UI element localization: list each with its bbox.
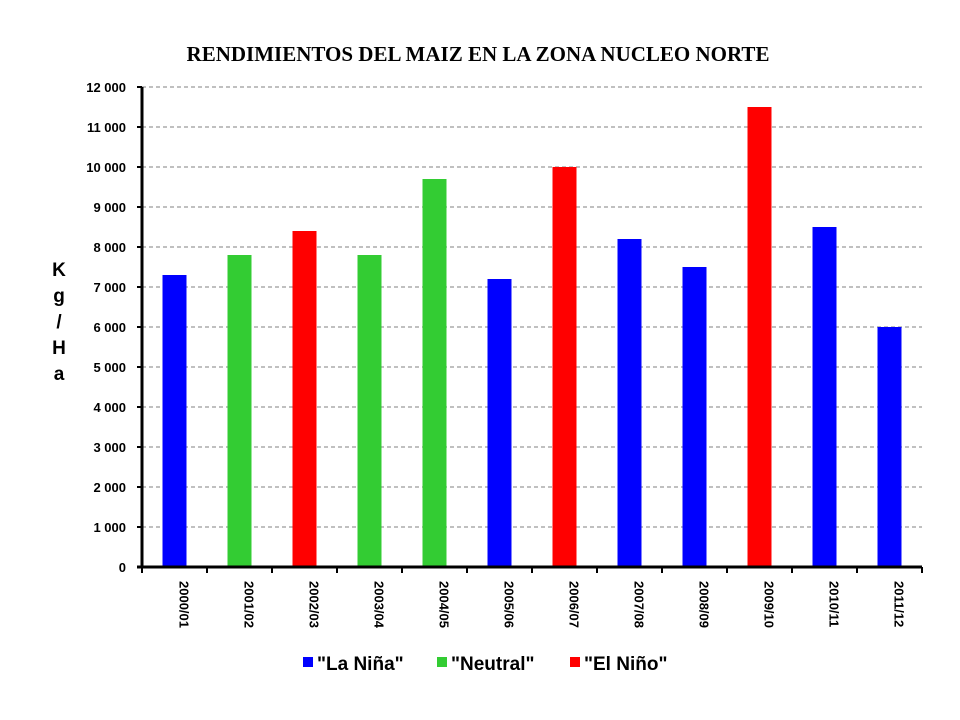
bar-2004-05 bbox=[422, 179, 447, 567]
y-tick-label: 9 000 bbox=[93, 200, 126, 215]
x-tick-label: 2005/06 bbox=[502, 581, 517, 628]
legend: "La Niña" "Neutral" "El Niño" bbox=[303, 654, 667, 675]
axes bbox=[137, 86, 923, 573]
bar-2002-03 bbox=[292, 231, 317, 567]
y-tick-label: 4 000 bbox=[93, 400, 126, 415]
y-axis-label: Kg / Ha bbox=[52, 260, 66, 385]
x-tick-label: 2008/09 bbox=[697, 581, 712, 628]
y-tick-label: 1 000 bbox=[93, 520, 126, 535]
legend-label: "El Niño" bbox=[584, 654, 667, 675]
x-tick-label: 2002/03 bbox=[307, 581, 322, 628]
y-tick-label: 0 bbox=[119, 560, 126, 575]
legend-swatch bbox=[303, 657, 313, 667]
bar-2008-09 bbox=[682, 267, 707, 567]
legend-swatch bbox=[437, 657, 447, 667]
y-tick-label: 8 000 bbox=[93, 240, 126, 255]
x-tick-label: 2010/11 bbox=[827, 581, 842, 627]
bars bbox=[162, 107, 902, 567]
x-tick-labels: 2000/01 2001/02 2002/03 2003/04 2004/05 2005/… bbox=[177, 581, 907, 629]
bar-2009-10 bbox=[747, 107, 772, 567]
bar-2011-12 bbox=[877, 327, 902, 567]
legend-label: "La Niña" bbox=[317, 654, 404, 675]
legend-swatch bbox=[570, 657, 580, 667]
y-tick-label: 11 000 bbox=[87, 120, 126, 135]
x-tick-label: 2004/05 bbox=[437, 581, 452, 628]
x-tick-label: 2001/02 bbox=[242, 581, 257, 628]
y-tick-label: 2 000 bbox=[93, 480, 126, 495]
y-tick-label: 7 000 bbox=[93, 280, 126, 295]
y-tick-labels: 0 1 000 2 000 3 000 4 000 5 000 6 000 7 000 8 00… bbox=[86, 80, 126, 575]
bar-2000-01 bbox=[162, 275, 187, 567]
y-axis-label-char: a bbox=[54, 364, 65, 385]
x-tick-label: 2000/01 bbox=[177, 581, 192, 628]
y-axis-label-char: K bbox=[52, 260, 66, 281]
chart-title: RENDIMIENTOS DEL MAIZ EN LA ZONA NUCLEO … bbox=[187, 42, 770, 66]
y-axis-label-char: / bbox=[56, 312, 62, 333]
y-tick-label: 3 000 bbox=[93, 440, 126, 455]
legend-label: "Neutral" bbox=[451, 654, 534, 675]
bar-2006-07 bbox=[552, 167, 577, 567]
x-tick-label: 2003/04 bbox=[372, 581, 387, 629]
y-tick-label: 10 000 bbox=[86, 160, 126, 175]
bar-2001-02 bbox=[227, 255, 252, 567]
x-tick-label: 2006/07 bbox=[567, 581, 582, 628]
y-axis-label-char: g bbox=[53, 286, 65, 307]
y-tick-label: 12 000 bbox=[86, 80, 126, 95]
y-tick-label: 6 000 bbox=[93, 320, 126, 335]
gridlines bbox=[142, 86, 922, 528]
x-tick-label: 2009/10 bbox=[762, 581, 777, 628]
bar-2003-04 bbox=[357, 255, 382, 567]
y-tick-label: 5 000 bbox=[93, 360, 126, 375]
bar-2010-11 bbox=[812, 227, 837, 567]
x-tick-label: 2011/12 bbox=[892, 581, 907, 627]
x-tick-label: 2007/08 bbox=[632, 581, 647, 628]
y-axis-label-char: H bbox=[52, 338, 66, 359]
bar-2007-08 bbox=[617, 239, 642, 567]
bar-2005-06 bbox=[487, 279, 512, 567]
